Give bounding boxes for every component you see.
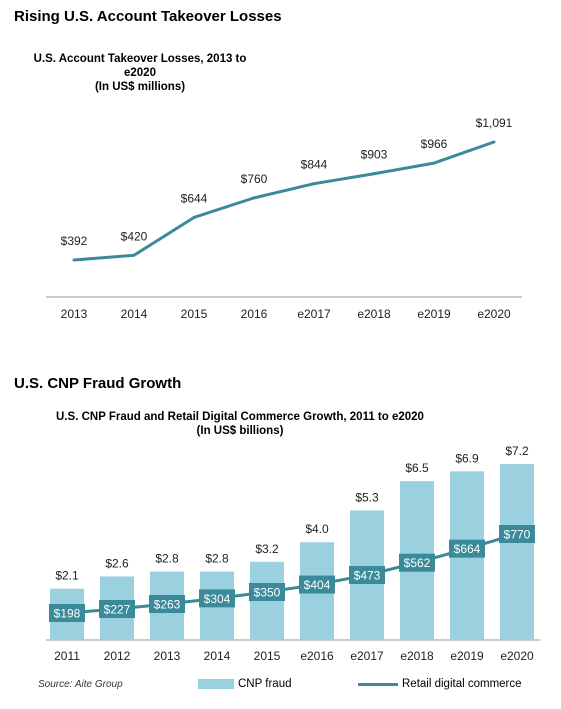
line-data-label: $198: [49, 604, 85, 622]
section-title-account-takeover: Rising U.S. Account Takeover Losses: [14, 8, 282, 25]
bar-data-label: $3.2: [255, 542, 279, 556]
x-tick-label: 2014: [204, 649, 231, 663]
line-data-label: $562: [399, 553, 435, 572]
label-box: [499, 525, 535, 543]
line-chart-title-block: U.S. Account Takeover Losses, 2013 to e2…: [30, 52, 250, 94]
line-label-text: $473: [354, 569, 381, 583]
x-tick-label: e2017: [297, 307, 331, 321]
data-label: $392: [61, 234, 88, 248]
bar-data-label: $2.8: [205, 552, 229, 566]
data-point: [492, 140, 496, 144]
line-label-text: $350: [254, 586, 281, 600]
legend-label-cnp-fraud: CNP fraud: [238, 678, 292, 690]
bar-data-label: $6.9: [455, 451, 479, 465]
data-label: $1,091: [476, 116, 513, 130]
label-box: [199, 589, 235, 608]
label-box: [349, 566, 385, 585]
line-data-label: $770: [499, 525, 535, 543]
bar-chart-subtitle: (In US$ billions): [196, 425, 284, 437]
data-label: $644: [181, 191, 208, 205]
line-label-text: $770: [504, 528, 531, 542]
bar-data-label: $4.0: [305, 522, 329, 536]
x-tick-label: e2020: [500, 649, 534, 663]
bar-data-label: $7.2: [505, 444, 529, 458]
legend-item-retail: Retail digital commerce: [358, 678, 522, 690]
label-box: [299, 575, 335, 594]
data-label: $760: [241, 172, 268, 186]
bar-data-label: $2.6: [105, 556, 129, 570]
line-data-label: $263: [149, 595, 185, 614]
data-point: [72, 258, 76, 262]
x-tick-label: 2015: [181, 307, 208, 321]
x-tick-label: 2011: [54, 649, 80, 663]
line-data-label: $664: [449, 539, 485, 558]
series-line-retail-digital-commerce: [66, 532, 518, 615]
line-label-text: $664: [454, 542, 481, 556]
line-data-label: $473: [349, 566, 385, 585]
x-tick-label: 2012: [104, 649, 131, 663]
line-label-text: $404: [304, 578, 331, 592]
series-line-account-takeover: [73, 140, 495, 262]
label-box: [449, 539, 485, 558]
legend-label-retail: Retail digital commerce: [402, 678, 522, 690]
bar-chart-title-block: U.S. CNP Fraud and Retail Digital Commer…: [30, 410, 450, 438]
section-title-cnp-fraud: U.S. CNP Fraud Growth: [14, 375, 182, 392]
label-box: [249, 583, 285, 602]
line-data-label: $404: [299, 575, 335, 594]
legend-item-cnp-fraud: CNP fraud: [198, 678, 291, 690]
x-tick-label: 2016: [241, 307, 268, 321]
data-label: $903: [361, 148, 388, 162]
label-box: [99, 599, 135, 618]
data-point: [432, 161, 436, 165]
line-label-text: $227: [104, 602, 131, 616]
source-note: Source: Aite Group: [38, 679, 123, 690]
bar-data-label: $5.3: [355, 490, 379, 504]
data-point: [372, 172, 376, 176]
label-box: [49, 604, 85, 622]
data-label: $420: [121, 229, 148, 243]
x-tick-label: e2020: [477, 307, 511, 321]
x-tick-label: 2014: [121, 307, 148, 321]
x-tick-label: 2013: [154, 649, 181, 663]
line-label-text: $263: [154, 598, 181, 612]
x-tick-label: e2018: [400, 649, 434, 663]
data-point: [192, 215, 196, 219]
data-point: [312, 182, 316, 186]
x-tick-label: e2019: [417, 307, 451, 321]
bar-data-label: $6.5: [405, 461, 429, 475]
x-tick-label: e2016: [300, 649, 334, 663]
label-box: [399, 553, 435, 572]
line-label-text: $562: [404, 556, 431, 570]
data-label: $966: [421, 137, 448, 151]
line-data-label: $304: [199, 589, 235, 608]
line-chart-subtitle: (In US$ millions): [94, 81, 186, 93]
bar-chart-title: U.S. CNP Fraud and Retail Digital Commer…: [56, 411, 424, 423]
x-tick-label: 2015: [254, 649, 281, 663]
x-tick-label: e2019: [450, 649, 484, 663]
account-takeover-line-chart: $392 2013 $420 2014 $644 2015 $760 2016 $844 e201…: [46, 116, 522, 321]
legend-swatch-line: [358, 682, 398, 686]
line-data-label: $227: [99, 599, 135, 618]
line-chart-title: U.S. Account Takeover Losses, 2013 to e2…: [33, 53, 247, 79]
x-tick-label: e2017: [350, 649, 384, 663]
data-label: $844: [301, 158, 328, 172]
line-label-text: $198: [54, 607, 81, 621]
data-point: [132, 253, 136, 257]
bar-data-label: $2.8: [155, 552, 179, 566]
legend-swatch-bar: [198, 679, 234, 689]
data-point: [252, 196, 256, 200]
line-data-label: $350: [249, 583, 285, 602]
bar-cnp-fraud: [500, 464, 534, 640]
label-box: [149, 595, 185, 614]
x-tick-label: e2018: [357, 307, 391, 321]
bar-data-label: $2.1: [55, 569, 79, 583]
line-label-text: $304: [204, 592, 231, 606]
x-tick-label: 2013: [61, 307, 88, 321]
